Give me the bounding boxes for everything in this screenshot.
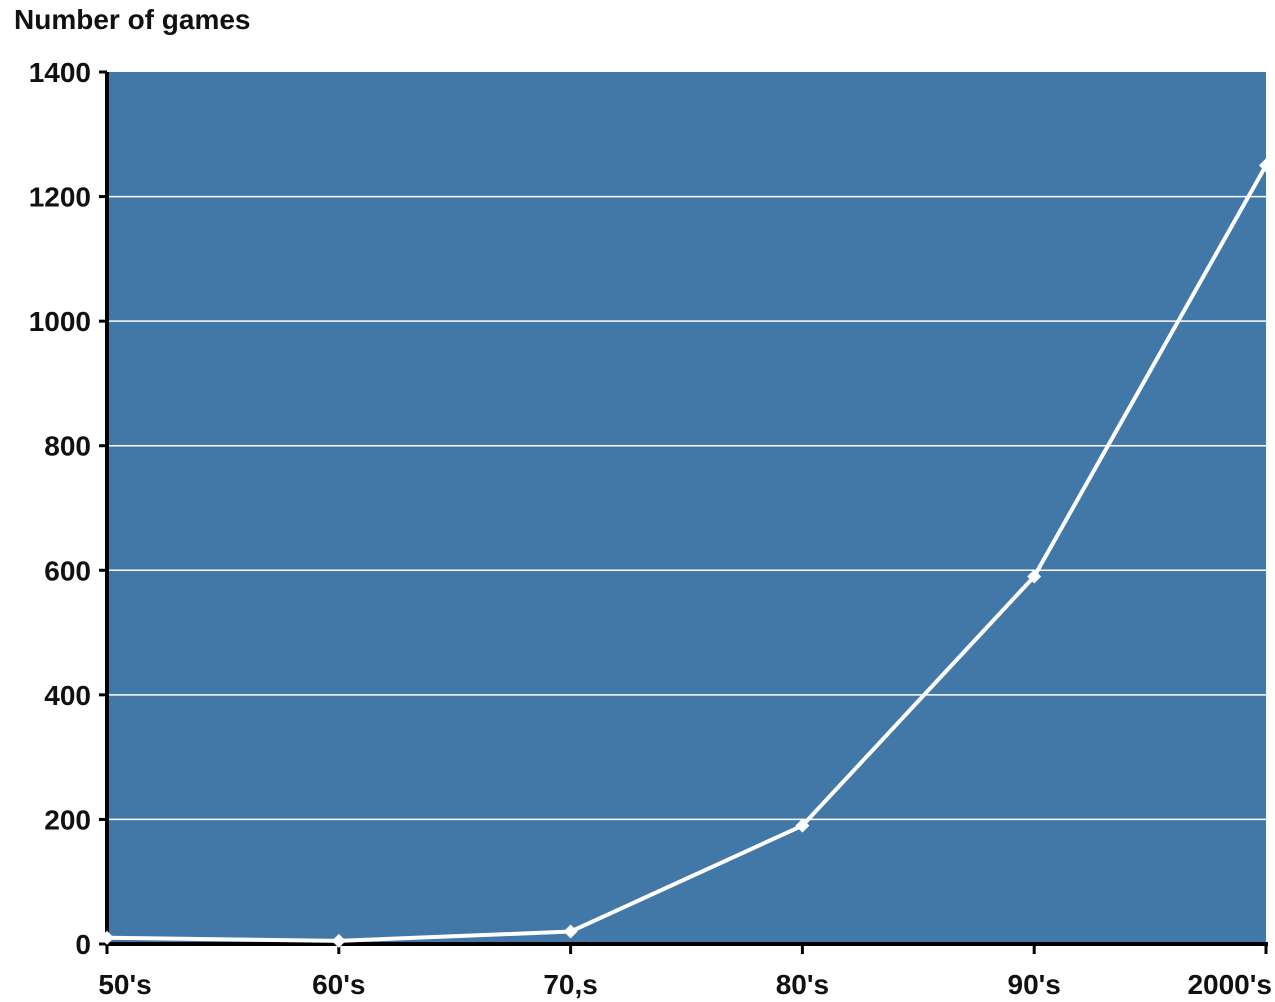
y-tick-label: 600 xyxy=(44,555,91,586)
data-point-marker xyxy=(1027,569,1042,584)
y-tick-label: 1200 xyxy=(29,182,91,213)
series-lines xyxy=(106,164,1268,943)
data-point-marker xyxy=(563,924,578,939)
x-tick-label: 60's xyxy=(312,969,365,1000)
y-tick-label: 200 xyxy=(44,804,91,835)
data-point-marker xyxy=(1259,158,1273,173)
data-point-marker xyxy=(795,818,810,833)
y-tick-label: 1000 xyxy=(29,306,91,337)
x-tick-label: 80's xyxy=(776,969,829,1000)
y-tick-label: 800 xyxy=(44,431,91,462)
series-markers xyxy=(100,158,1273,948)
x-tick-label: 70,s xyxy=(543,969,598,1000)
gridlines xyxy=(107,195,1266,821)
y-axis-title: Number of games xyxy=(14,4,251,35)
plot-area xyxy=(107,72,1266,944)
x-tick-label: 90's xyxy=(1008,969,1061,1000)
y-tick-label: 400 xyxy=(44,680,91,711)
x-tick-labels: 50's 60's 70,s 80's 90's 2000's xyxy=(98,969,1272,1000)
y-tick-label: 0 xyxy=(75,929,91,960)
x-tick-label: 2000's xyxy=(1187,969,1272,1000)
data-point-marker xyxy=(331,933,346,948)
series-line xyxy=(106,164,1268,943)
x-tick-label: 50's xyxy=(98,969,151,1000)
data-point-marker xyxy=(100,930,114,945)
axes xyxy=(99,70,1268,954)
y-tick-label: 1400 xyxy=(29,57,91,88)
y-tick-labels: 0 200 400 600 800 1000 1200 1400 xyxy=(29,57,91,960)
